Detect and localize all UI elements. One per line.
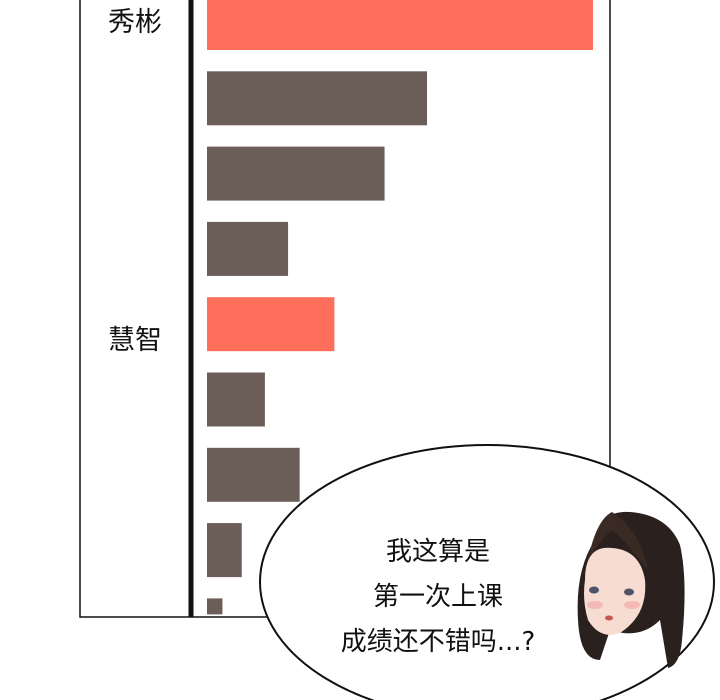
bubble-line-2: 第一次上课 <box>373 582 503 612</box>
bar-7 <box>207 523 242 578</box>
bubble-line-1: 我这算是 <box>386 537 490 567</box>
bar-2 <box>207 146 385 201</box>
label-huizhi: 慧智 <box>108 325 162 356</box>
bar-3 <box>207 221 289 276</box>
bar-5 <box>207 372 265 427</box>
girl-face-illustration <box>577 511 685 668</box>
label-xiubin: 秀彬 <box>108 7 162 38</box>
bar-4 <box>207 297 335 352</box>
bar-1 <box>207 71 428 126</box>
bubble-line-3: 成绩还不错吗...? <box>341 627 536 657</box>
bar-8 <box>207 598 223 615</box>
bar-6 <box>207 447 300 502</box>
bar-0 <box>207 0 593 50</box>
